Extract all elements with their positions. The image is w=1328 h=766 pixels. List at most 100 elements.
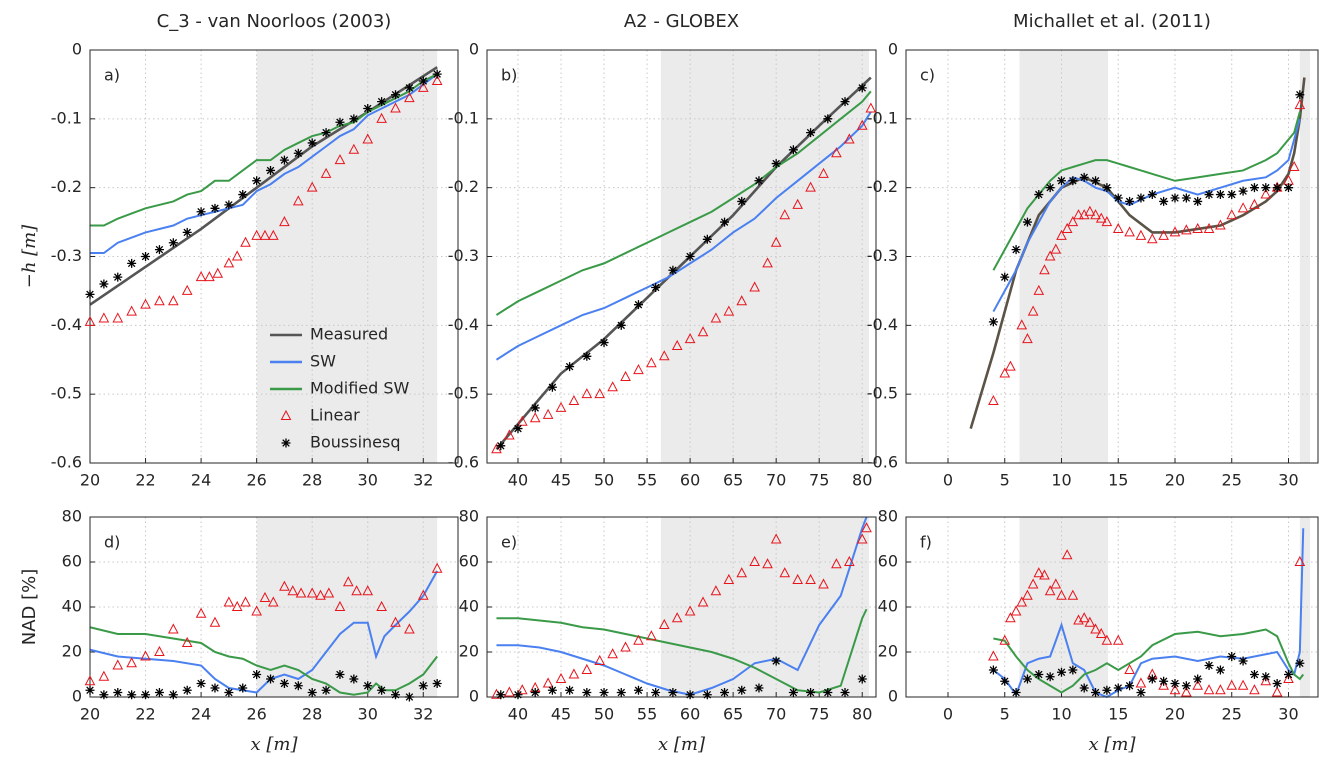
plot-frame bbox=[905, 516, 1319, 698]
marker-star bbox=[168, 690, 178, 700]
marker-star bbox=[168, 238, 178, 248]
marker-triangle bbox=[792, 198, 804, 209]
marker-triangle bbox=[320, 167, 332, 178]
marker-triangle bbox=[223, 257, 235, 268]
marker-star bbox=[224, 200, 234, 210]
marker-star bbox=[154, 688, 164, 697]
marker-star bbox=[238, 683, 248, 693]
x-tick-label: 15 bbox=[1108, 471, 1128, 490]
y-tick-label: -0.3 bbox=[51, 246, 82, 265]
marker-star bbox=[771, 159, 781, 169]
marker-triangle bbox=[504, 686, 515, 697]
marker-triangle bbox=[779, 567, 791, 578]
marker-triangle bbox=[861, 522, 872, 533]
marker-triangle bbox=[555, 672, 567, 683]
marker-star bbox=[1091, 688, 1101, 697]
x-tick-label: 70 bbox=[766, 705, 786, 724]
x-tick-label: 75 bbox=[809, 471, 829, 490]
marker-star bbox=[1261, 183, 1271, 193]
marker-star bbox=[616, 320, 626, 330]
marker-triangle bbox=[504, 429, 515, 440]
series-line bbox=[496, 608, 868, 694]
marker-triangle bbox=[762, 257, 773, 268]
marker-triangle bbox=[646, 630, 657, 641]
marker-star bbox=[266, 165, 276, 175]
marker-star bbox=[1249, 670, 1259, 679]
marker-triangle bbox=[306, 587, 318, 598]
marker-star bbox=[418, 76, 428, 86]
marker-triangle bbox=[1095, 212, 1107, 223]
marker-star bbox=[582, 351, 592, 361]
y-tick-label: 20 bbox=[62, 642, 82, 661]
marker-star bbox=[496, 441, 506, 451]
marker-triangle bbox=[723, 305, 735, 316]
marker-triangle bbox=[1203, 684, 1215, 695]
y-tick-label: -0.1 bbox=[448, 108, 479, 127]
marker-star bbox=[1045, 183, 1055, 193]
marker-triangle bbox=[98, 670, 110, 681]
marker-triangle bbox=[1027, 305, 1039, 316]
marker-triangle bbox=[209, 616, 221, 627]
marker-triangle bbox=[306, 181, 318, 192]
marker-star bbox=[1102, 183, 1112, 193]
marker-triangle bbox=[620, 641, 631, 652]
marker-star bbox=[279, 155, 289, 165]
marker-triangle bbox=[1095, 627, 1107, 638]
marker-triangle bbox=[684, 605, 696, 616]
marker-star bbox=[1056, 176, 1066, 186]
y-tick-label: -0.2 bbox=[51, 177, 82, 196]
marker-triangle bbox=[805, 181, 816, 192]
legend-swatch bbox=[280, 409, 292, 420]
series-line bbox=[90, 73, 438, 255]
marker-triangle bbox=[594, 654, 606, 665]
x-tick-label: 40 bbox=[508, 705, 528, 724]
marker-triangle bbox=[342, 576, 354, 587]
marker-triangle bbox=[1158, 679, 1169, 690]
legend-label: Measured bbox=[310, 325, 388, 344]
marker-star bbox=[806, 688, 816, 697]
shaded-region bbox=[1299, 50, 1311, 463]
marker-star bbox=[513, 690, 523, 700]
marker-star bbox=[1272, 183, 1282, 193]
marker-triangle bbox=[633, 364, 644, 375]
marker-star bbox=[307, 138, 317, 148]
marker-star bbox=[1204, 190, 1214, 200]
marker-triangle bbox=[98, 312, 110, 323]
panel-label: b) bbox=[501, 66, 517, 85]
x-tick-label: 26 bbox=[246, 471, 266, 490]
marker-triangle bbox=[516, 415, 528, 426]
marker-triangle bbox=[1090, 623, 1101, 634]
marker-triangle bbox=[1027, 578, 1039, 589]
x-tick-label: 40 bbox=[508, 471, 528, 490]
marker-triangle bbox=[376, 112, 387, 123]
marker-triangle bbox=[390, 616, 401, 627]
marker-triangle bbox=[542, 677, 554, 688]
x-tick-label: 30 bbox=[358, 471, 378, 490]
x-tick-label: 80 bbox=[852, 471, 872, 490]
marker-triangle bbox=[1016, 596, 1028, 607]
y-tick-label: -0.6 bbox=[448, 453, 479, 472]
x-tick-label: 50 bbox=[594, 471, 614, 490]
marker-triangle bbox=[204, 271, 215, 282]
marker-triangle bbox=[167, 295, 179, 306]
marker-triangle bbox=[112, 659, 124, 670]
marker-triangle bbox=[697, 326, 709, 337]
marker-star bbox=[806, 128, 816, 138]
marker-star bbox=[432, 679, 442, 688]
marker-star bbox=[99, 690, 109, 700]
marker-star bbox=[823, 688, 833, 697]
marker-star bbox=[1283, 183, 1293, 193]
marker-star bbox=[599, 688, 609, 697]
marker-triangle bbox=[1084, 205, 1096, 216]
marker-star bbox=[182, 227, 192, 237]
x-tick-label: 28 bbox=[302, 705, 322, 724]
marker-star bbox=[1102, 685, 1112, 695]
marker-triangle bbox=[633, 634, 644, 645]
marker-star bbox=[720, 217, 730, 227]
marker-triangle bbox=[1169, 684, 1181, 695]
marker-star bbox=[1113, 193, 1123, 203]
marker-triangle bbox=[417, 589, 429, 600]
legend-label: Boussinesq bbox=[310, 433, 401, 452]
marker-triangle bbox=[542, 408, 554, 419]
marker-triangle bbox=[1005, 612, 1016, 623]
